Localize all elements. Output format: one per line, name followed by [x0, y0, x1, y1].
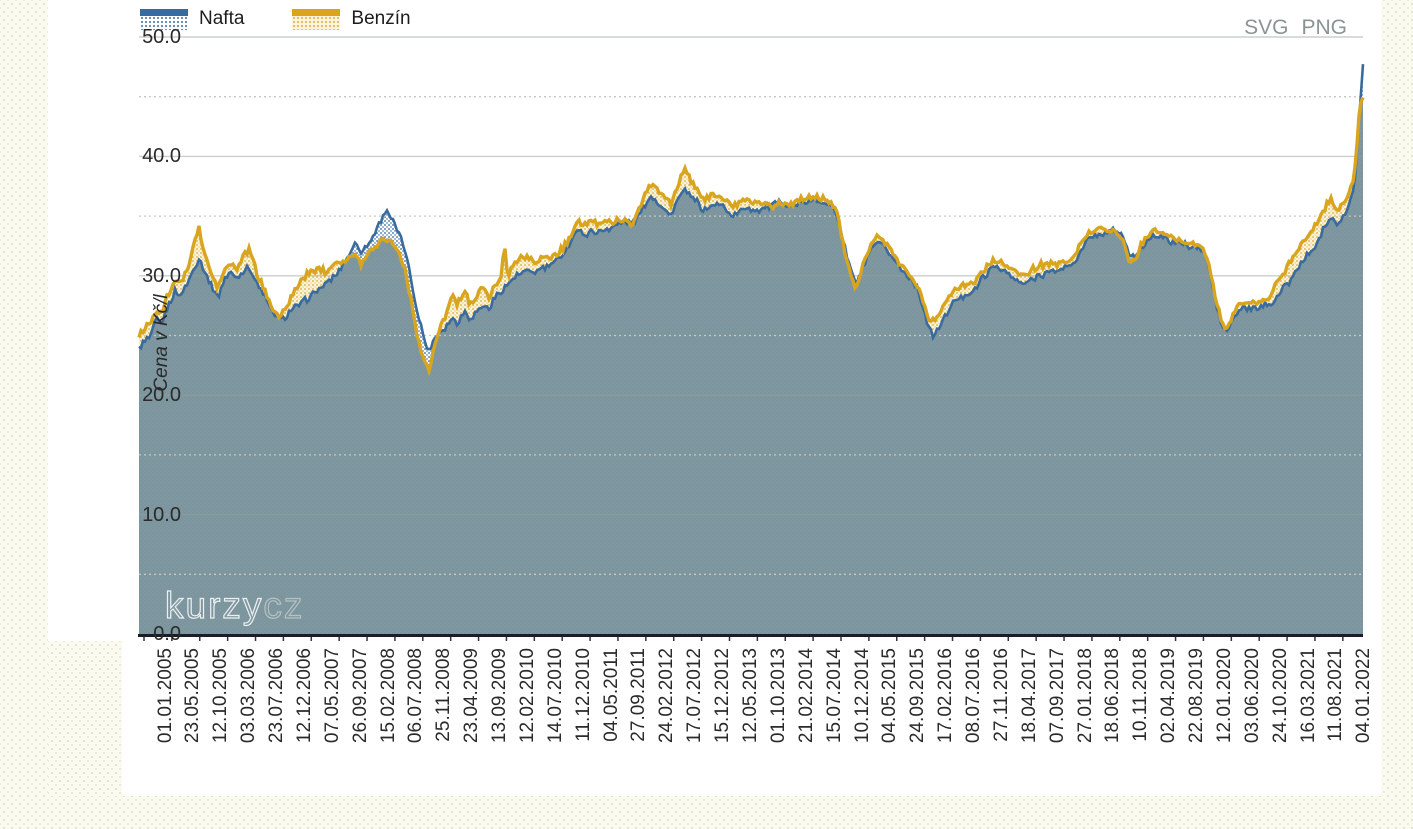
x-tick-label: 04.05.2011 — [600, 648, 622, 742]
export-links: SVG PNG — [1244, 16, 1347, 40]
x-tick-label: 12.10.2005 — [210, 648, 232, 744]
x-axis — [138, 634, 1363, 641]
x-tick-label: 18.04.2017 — [1018, 648, 1040, 744]
x-tick-label: 23.04.2009 — [461, 648, 483, 744]
background-notch — [48, 641, 122, 796]
x-tick-label: 04.01.2022 — [1353, 648, 1375, 744]
legend-label-benzin: Benzín — [351, 8, 411, 29]
x-tick-label: 01.10.2013 — [767, 648, 789, 744]
x-tick-label: 03.06.2020 — [1241, 648, 1263, 744]
x-tick-label: 15.02.2008 — [377, 648, 399, 744]
x-tick-label: 08.07.2016 — [963, 648, 985, 744]
minor-gridlines — [139, 96, 1363, 575]
series-lines — [137, 64, 1365, 377]
x-tick-label: 17.02.2016 — [935, 648, 957, 744]
x-tick-label: 23.05.2005 — [182, 648, 204, 744]
x-tick-label: 06.07.2008 — [405, 648, 427, 744]
x-tick-label: 27.09.2011 — [628, 648, 650, 742]
x-tick-label: 24.10.2020 — [1269, 648, 1291, 744]
major-gridlines — [139, 36, 1363, 516]
x-tick-label: 27.11.2016 — [990, 648, 1012, 742]
area-fills — [139, 64, 1363, 635]
x-tick-label: 12.02.2010 — [516, 648, 538, 744]
x-tick-label: 16.03.2021 — [1297, 648, 1319, 744]
chart-canvas — [137, 36, 1365, 641]
x-tick-label: 13.09.2009 — [489, 648, 511, 744]
x-tick-label: 10.11.2018 — [1130, 648, 1152, 742]
x-tick-label: 04.05.2015 — [879, 648, 901, 744]
svg-export-link[interactable]: SVG — [1244, 16, 1289, 39]
x-tick-label: 12.12.2006 — [293, 648, 315, 744]
x-tick-label: 24.09.2015 — [907, 648, 929, 744]
x-tick-label: 18.06.2018 — [1102, 648, 1124, 744]
y-tick-label: 20.0 — [142, 384, 181, 407]
x-tick-label: 24.02.2012 — [656, 648, 678, 744]
x-tick-label: 14.07.2010 — [544, 648, 566, 744]
x-tick-label: 02.04.2019 — [1158, 648, 1180, 744]
y-tick-label: 0.0 — [153, 623, 181, 645]
price-chart: Nafta Benzín SVG PNG Cena v Kč/l 0.0 10.0… — [48, 0, 1381, 796]
x-tick-label: 27.01.2018 — [1074, 648, 1096, 744]
y-tick-label: 30.0 — [142, 264, 181, 287]
x-tick-label: 11.08.2021 — [1325, 648, 1347, 742]
y-tick-label: 50.0 — [142, 26, 181, 48]
x-tick-label: 07.09.2017 — [1046, 648, 1068, 744]
kurzy-cz-watermark: kurzycz — [164, 584, 305, 626]
x-tick-label: 01.01.2005 — [154, 648, 176, 744]
x-tick-label: 23.07.2006 — [266, 648, 288, 744]
x-tick-label: 17.07.2012 — [684, 648, 706, 744]
y-tick-label: 40.0 — [142, 145, 181, 168]
x-tick-label: 21.02.2014 — [795, 648, 817, 744]
nafta-swatch-icon — [140, 8, 188, 30]
png-export-link[interactable]: PNG — [1301, 16, 1347, 39]
x-tick-label: 26.09.2007 — [349, 648, 371, 744]
x-tick-label: 22.08.2019 — [1186, 648, 1208, 744]
legend: Nafta Benzín — [140, 8, 411, 30]
x-tick-label: 15.07.2014 — [823, 648, 845, 744]
x-tick-label: 15.12.2012 — [712, 648, 734, 744]
legend-label-nafta: Nafta — [199, 8, 245, 29]
y-tick-label: 10.0 — [142, 503, 181, 526]
legend-item-benzin[interactable]: Benzín — [292, 8, 411, 30]
x-tick-label: 07.05.2007 — [321, 648, 343, 744]
x-tick-label: 11.12.2010 — [572, 648, 594, 742]
legend-item-nafta[interactable]: Nafta — [140, 8, 244, 30]
benzin-swatch-icon — [292, 8, 341, 30]
x-tick-label: 03.03.2006 — [238, 648, 260, 744]
x-tick-label: 25.11.2008 — [433, 648, 455, 742]
x-tick-label: 12.01.2020 — [1213, 648, 1235, 744]
x-tick-label: 12.05.2013 — [739, 648, 761, 744]
x-tick-label: 10.12.2014 — [851, 648, 873, 744]
